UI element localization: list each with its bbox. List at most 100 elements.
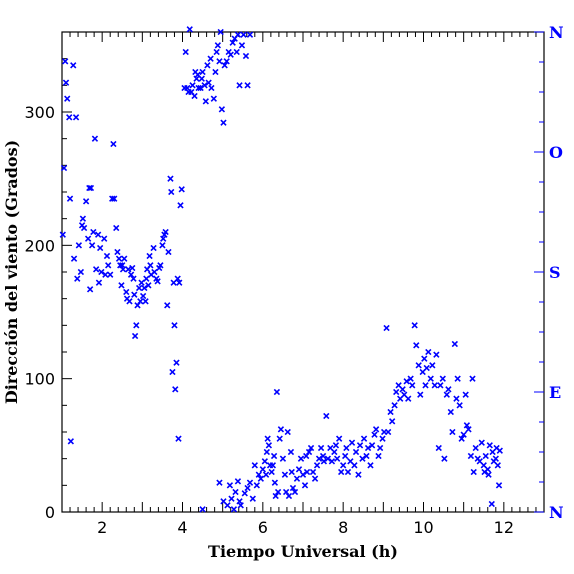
data-point <box>64 95 71 102</box>
data-point <box>230 506 238 513</box>
data-point <box>439 375 446 382</box>
data-point <box>244 484 251 492</box>
data-point <box>272 492 279 500</box>
data-point <box>413 342 420 349</box>
data-point <box>107 271 114 278</box>
data-point <box>363 452 370 460</box>
data-point <box>66 114 73 121</box>
data-point <box>335 435 343 442</box>
data-point <box>241 490 248 497</box>
data-point <box>249 495 256 502</box>
data-point <box>303 452 310 460</box>
data-point <box>130 275 137 282</box>
data-point <box>376 444 384 452</box>
data-point <box>467 452 475 460</box>
data-point <box>288 468 295 476</box>
data-point <box>135 284 143 292</box>
data-point <box>263 448 271 456</box>
data-point <box>94 231 102 238</box>
data-point <box>271 479 279 486</box>
y-axis-title: Dirección del viento (Grados) <box>2 140 21 404</box>
data-point <box>205 79 212 86</box>
data-point <box>407 375 414 382</box>
data-point <box>379 435 386 442</box>
data-point <box>447 408 454 416</box>
data-point <box>277 426 285 433</box>
data-point <box>186 26 193 33</box>
data-point <box>92 266 100 273</box>
data-point <box>123 288 130 296</box>
data-point <box>233 48 240 56</box>
data-point <box>114 248 121 256</box>
data-point <box>77 268 85 276</box>
data-point <box>242 52 250 60</box>
x-tick-label: 10 <box>413 518 433 537</box>
data-point <box>162 228 169 236</box>
data-point <box>159 242 166 249</box>
data-point <box>460 431 467 438</box>
data-point <box>453 395 460 402</box>
data-point <box>264 435 271 442</box>
data-point <box>409 382 416 389</box>
data-point <box>143 275 150 282</box>
data-point <box>472 444 479 452</box>
data-point <box>470 468 477 476</box>
data-point <box>331 448 338 456</box>
data-point <box>405 395 412 402</box>
data-point <box>351 462 358 469</box>
data-point <box>257 475 264 482</box>
data-point <box>352 448 360 456</box>
data-point <box>90 228 97 236</box>
data-point <box>445 386 452 393</box>
data-point <box>284 428 291 436</box>
data-point <box>411 322 418 329</box>
data-point <box>67 438 75 445</box>
data-point <box>238 42 246 49</box>
data-point <box>259 466 266 473</box>
data-point <box>146 252 153 260</box>
data-point <box>261 458 269 465</box>
data-point <box>193 75 200 82</box>
data-point <box>273 388 281 396</box>
data-point <box>234 478 242 485</box>
data-point <box>66 195 74 202</box>
x-tick-label: 2 <box>97 518 107 537</box>
tick-labels: 2 4 6 8 10 12 0 100 200 300 <box>24 103 514 537</box>
data-point <box>210 95 217 102</box>
data-point <box>320 458 328 465</box>
data-point <box>145 282 152 289</box>
data-point <box>492 455 499 462</box>
data-point <box>198 75 205 82</box>
data-point <box>465 426 472 433</box>
data-point <box>157 262 164 269</box>
data-point <box>435 444 442 452</box>
data-point <box>138 279 145 286</box>
data-point <box>220 119 227 126</box>
data-point <box>175 435 182 442</box>
data-point <box>328 458 336 465</box>
y-tick-label: 0 <box>45 503 55 522</box>
data-point <box>311 475 319 482</box>
data-point <box>141 284 148 292</box>
data-point <box>463 422 471 429</box>
data-point <box>303 468 311 476</box>
data-point <box>101 235 108 242</box>
data-point <box>375 452 382 460</box>
data-point <box>60 164 68 172</box>
compass-label: N <box>549 23 564 42</box>
data-point <box>142 298 149 305</box>
data-point <box>109 195 116 202</box>
data-point <box>431 382 438 389</box>
data-point <box>151 268 158 276</box>
data-point <box>223 58 230 65</box>
compass-label: O <box>549 143 563 162</box>
data-point <box>262 471 270 478</box>
data-point <box>91 135 99 142</box>
data-point <box>72 114 80 121</box>
data-point <box>458 435 465 442</box>
data-point <box>251 462 258 469</box>
data-point <box>167 175 174 182</box>
data-point <box>494 462 501 469</box>
data-point <box>127 271 135 278</box>
